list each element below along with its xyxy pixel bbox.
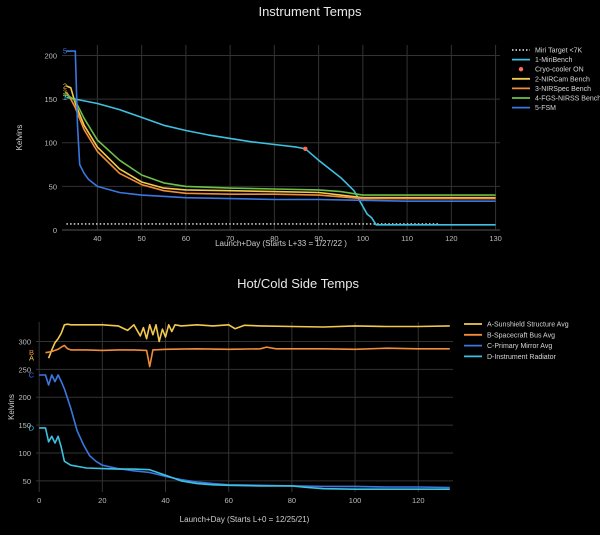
legend: Miri Target <7K 1-MiriBench Cryo-cooler ON… [512,48,600,112]
y-tick-label: 200 [44,51,57,60]
series-line [39,427,450,490]
data-point [303,146,308,152]
legend-item: 3-NIRSpec Bench [512,86,591,93]
x-tick-label: 120 [412,496,425,505]
legend-label: Cryo-cooler ON [535,67,584,74]
x-tick-label: 110 [401,234,413,243]
series-line [65,94,496,196]
x-axis-title: Launch+Day (Starts L+0 = 12/25/21) [180,515,310,524]
series-start-label: D [29,423,35,432]
series-line [66,85,496,199]
legend-label: 1-MiriBench [535,57,572,64]
x-tick-label: 60 [182,234,190,243]
legend-item: D-Instrument Radiator [464,354,557,361]
y-tick-label: 150 [44,95,57,104]
x-tick-label: 40 [161,496,169,505]
y-tick-label: 150 [18,421,31,430]
x-tick-label: 100 [349,496,362,505]
legend-label: A-Sunshield Structure Avg [487,322,569,329]
chart-title: Hot/Cold Side Temps [237,276,359,291]
x-tick-label: 60 [225,496,233,505]
y-tick-label: 100 [18,449,31,458]
x-tick-label: 80 [288,496,296,505]
chart-title: Instrument Temps [258,4,362,19]
legend-label: Miri Target <7K [535,48,582,55]
chart-2: Hot/Cold Side Temps 0 20 40 60 80 100 120 50 100 1… [7,276,569,524]
series-line [39,374,450,489]
y-axis-title: Kelvins [7,394,16,420]
y-tick-label: 0 [53,226,57,235]
x-tick-label: 90 [314,234,322,243]
legend-item: 4-FGS-NIRSS Bench [512,96,600,103]
y-tick-label: 100 [44,139,57,148]
x-tick-label: 130 [489,234,502,243]
series-start-label: 3 [63,88,67,97]
series-line [45,344,450,368]
legend-label: 3-NIRSpec Bench [535,86,591,93]
legend-label: D-Instrument Radiator [487,354,557,361]
series-start-label: 1 [63,93,67,102]
series-start-label: C [29,370,35,379]
series-start-label: 5 [63,47,67,56]
legend-item: Miri Target <7K [512,48,582,55]
x-tick-label: 120 [445,234,458,243]
legend-label: 5-FSM [535,105,556,112]
x-tick-label: 70 [226,234,234,243]
x-tick-label: 80 [270,234,278,243]
x-tick-label: 50 [137,234,145,243]
legend: A-Sunshield Structure Avg B-Spacecraft Bu… [464,322,569,361]
x-tick-label: 20 [98,496,106,505]
y-tick-label: 250 [18,365,31,374]
series-line [65,91,496,200]
legend-item: 1-MiriBench [512,57,572,64]
legend-item: Cryo-cooler ON [518,67,584,74]
x-tick-label: 0 [37,496,41,505]
y-tick-label: 50 [23,477,31,486]
y-axis-title: Kelvins [15,125,24,151]
legend-label: 2-NIRCam Bench [535,76,590,83]
legend-label: C-Primary Mirror Avg [487,343,552,350]
legend-label: 4-FGS-NIRSS Bench [535,96,600,103]
series-start-label: 2 [63,82,67,91]
x-tick-label: 100 [357,234,370,243]
series-start-label: B [29,348,34,357]
y-tick-label: 300 [18,338,31,347]
series-line [66,50,496,202]
series-line [47,323,450,359]
legend-item: A-Sunshield Structure Avg [464,322,569,329]
legend-item: 5-FSM [512,105,556,112]
y-tick-label: 50 [49,182,57,191]
x-axis-title: Launch+Day (Starts L+33 = 1/27/22 ) [215,239,347,248]
legend-item: B-Spacecraft Bus Avg [464,332,555,339]
series-start-label: 4 [63,90,67,99]
legend-item: 2-NIRCam Bench [512,76,590,83]
legend-item: C-Primary Mirror Avg [464,343,552,350]
x-tick-label: 40 [93,234,101,243]
y-tick-label: 200 [18,393,31,402]
legend-marker [518,67,524,72]
series-line [66,96,496,226]
series-start-label: A [29,354,34,363]
legend-label: B-Spacecraft Bus Avg [487,332,555,339]
